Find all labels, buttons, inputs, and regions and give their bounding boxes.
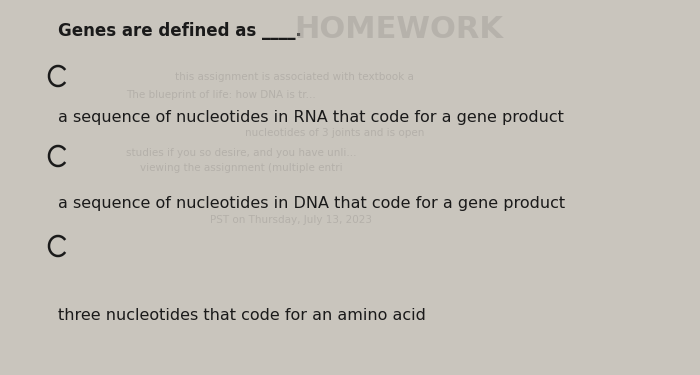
Text: three nucleotides that code for an amino acid: three nucleotides that code for an amino… bbox=[58, 308, 426, 323]
Text: Genes are defined as ____.: Genes are defined as ____. bbox=[58, 22, 302, 40]
Text: a sequence of nucleotides in DNA that code for a gene product: a sequence of nucleotides in DNA that co… bbox=[58, 196, 565, 211]
Text: studies if you so desire, and you have unli...: studies if you so desire, and you have u… bbox=[126, 148, 356, 158]
Text: viewing the assignment (multiple entri: viewing the assignment (multiple entri bbox=[140, 163, 342, 173]
Text: PST on Thursday, July 13, 2023: PST on Thursday, July 13, 2023 bbox=[210, 215, 372, 225]
Text: HOMEWORK: HOMEWORK bbox=[294, 15, 503, 44]
Text: nucleotides of 3 joints and is open: nucleotides of 3 joints and is open bbox=[245, 128, 424, 138]
Text: The blueprint of life: how DNA is tr...: The blueprint of life: how DNA is tr... bbox=[126, 90, 316, 100]
Text: this assignment is associated with textbook a: this assignment is associated with textb… bbox=[175, 72, 414, 82]
Text: a sequence of nucleotides in RNA that code for a gene product: a sequence of nucleotides in RNA that co… bbox=[58, 110, 564, 125]
